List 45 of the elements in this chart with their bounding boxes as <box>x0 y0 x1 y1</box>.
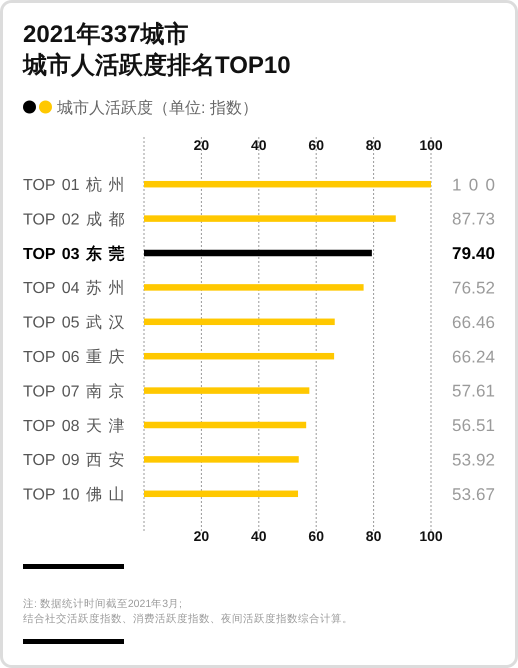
y-tick-label: TOP 02 成 都 <box>23 210 124 228</box>
data-label: 66.46 <box>452 312 495 332</box>
data-label: 79.40 <box>452 244 495 264</box>
data-label: 66.24 <box>452 347 495 366</box>
x-tick-label: 20 <box>194 137 210 153</box>
bar <box>144 422 306 428</box>
data-label: 76.52 <box>452 278 495 298</box>
y-tick-label: TOP 08 天 津 <box>23 416 124 435</box>
y-tick-label: TOP 01 杭 州 <box>23 176 124 194</box>
x2-tick-label: 60 <box>308 528 324 544</box>
bar <box>144 180 431 188</box>
x-tick-label: 60 <box>308 137 324 153</box>
chart-subtitle: 城市人活跃度排名TOP10 <box>22 52 291 79</box>
data-label: 87.73 <box>452 210 495 229</box>
y-tick-label: TOP 09 西 安 <box>23 451 124 470</box>
bar <box>144 215 396 222</box>
chart-title: 2021年337城市 <box>23 21 188 48</box>
y-tick-label: TOP 10 佛 山 <box>23 486 124 504</box>
data-label: 53.67 <box>452 484 495 504</box>
y-tick-label: TOP 03 东 莞 <box>23 244 124 263</box>
bar <box>144 387 310 394</box>
y-tick-label: TOP 06 重 庆 <box>23 348 124 366</box>
bar <box>144 284 364 291</box>
bar <box>144 250 372 256</box>
bar <box>144 456 299 463</box>
text: 结合社交活跃度指数、消费活跃度指数、夜间活跃度指数综合计算。 <box>23 612 353 625</box>
data-label: 100 <box>452 175 495 194</box>
y-tick-label: TOP 05 武 汉 <box>23 314 124 332</box>
x2-tick-label: 40 <box>251 528 267 544</box>
data-label: 57.61 <box>452 382 495 401</box>
legend-label: 城市人活跃度（单位: 指数） <box>56 98 258 117</box>
bar <box>144 352 334 360</box>
x2-tick-label: 80 <box>366 528 382 544</box>
x-tick-label: 80 <box>366 137 382 153</box>
x-tick-label: 100 <box>419 137 443 153</box>
x2-tick-label: 20 <box>194 528 210 544</box>
y-tick-label: TOP 07 南 京 <box>23 382 124 400</box>
bar <box>144 318 335 326</box>
text: 注: 数据统计时间截至2021年3月; <box>23 597 182 610</box>
data-label: 53.92 <box>452 450 495 470</box>
data-label: 56.51 <box>452 416 495 436</box>
x-tick-label: 40 <box>251 137 267 153</box>
x2-tick-label: 100 <box>419 528 443 544</box>
y-tick-label: TOP 04 苏 州 <box>23 279 124 298</box>
bar <box>144 490 298 498</box>
